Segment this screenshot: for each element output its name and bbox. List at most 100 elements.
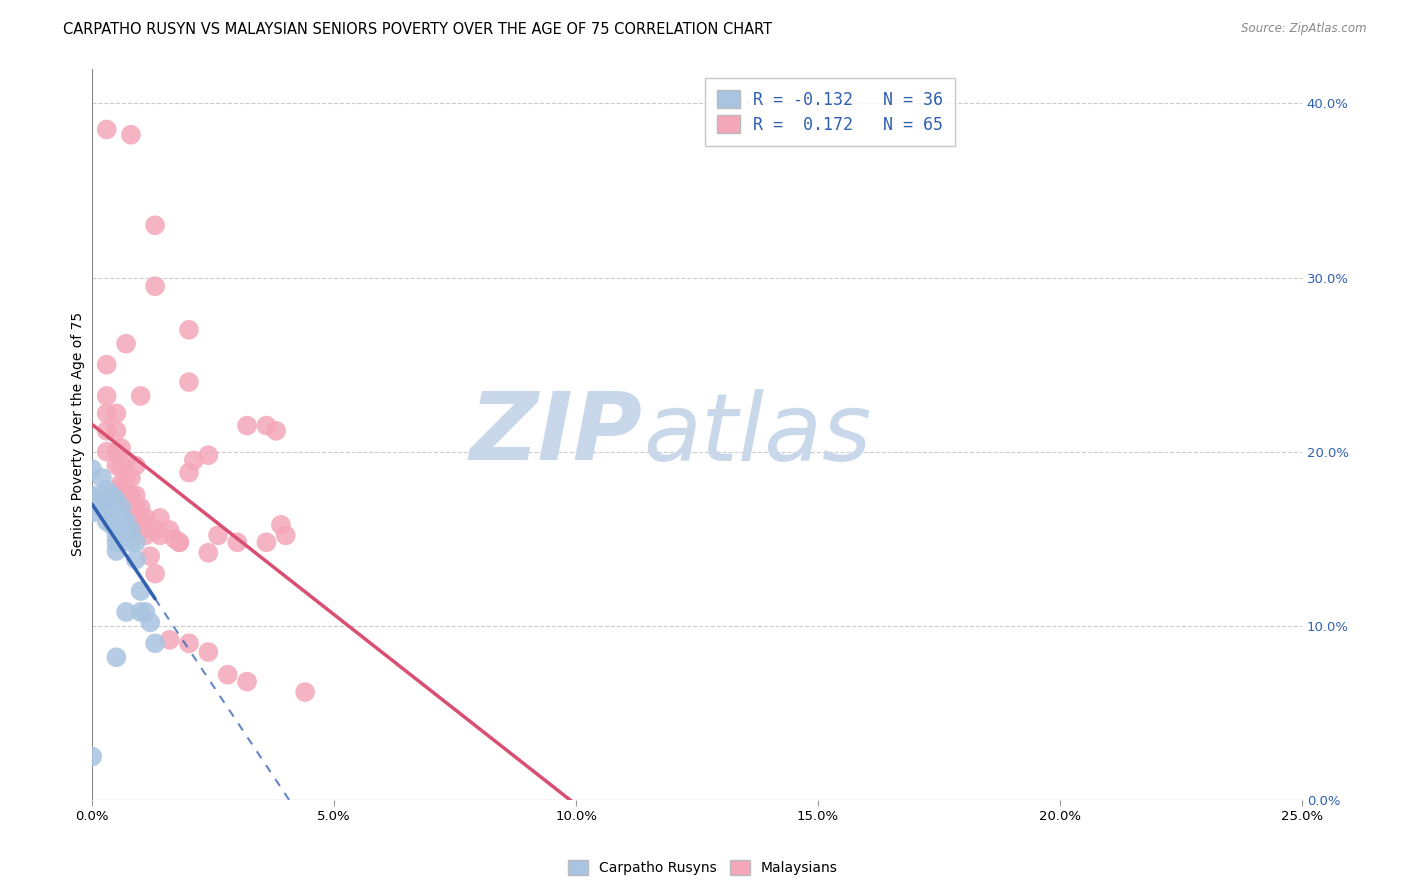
Point bbox=[125, 535, 148, 549]
Point bbox=[105, 458, 128, 473]
Point bbox=[100, 517, 122, 532]
Point bbox=[105, 493, 128, 508]
Point bbox=[143, 523, 166, 537]
Point bbox=[177, 466, 200, 480]
Point bbox=[105, 650, 128, 665]
Point bbox=[143, 636, 166, 650]
Point bbox=[159, 523, 181, 537]
Point bbox=[217, 667, 239, 681]
Point bbox=[105, 424, 128, 438]
Point bbox=[120, 523, 142, 537]
Point bbox=[125, 500, 148, 515]
Text: CARPATHO RUSYN VS MALAYSIAN SENIORS POVERTY OVER THE AGE OF 75 CORRELATION CHART: CARPATHO RUSYN VS MALAYSIAN SENIORS POVE… bbox=[63, 22, 772, 37]
Point bbox=[82, 506, 104, 520]
Point bbox=[100, 488, 122, 502]
Point bbox=[274, 528, 297, 542]
Point bbox=[120, 471, 142, 485]
Point bbox=[177, 636, 200, 650]
Point bbox=[115, 471, 138, 485]
Point bbox=[110, 511, 132, 525]
Point bbox=[100, 509, 122, 524]
Point bbox=[129, 389, 152, 403]
Point bbox=[105, 517, 128, 532]
Point bbox=[129, 523, 152, 537]
Point bbox=[96, 506, 118, 520]
Text: atlas: atlas bbox=[643, 389, 870, 480]
Point bbox=[236, 674, 259, 689]
Point bbox=[105, 444, 128, 458]
Point bbox=[90, 500, 112, 515]
Point bbox=[120, 488, 142, 502]
Point bbox=[254, 535, 277, 549]
Point bbox=[115, 336, 138, 351]
Point bbox=[169, 535, 191, 549]
Point bbox=[96, 122, 118, 136]
Point bbox=[110, 476, 132, 491]
Point bbox=[115, 515, 138, 529]
Point bbox=[100, 500, 122, 515]
Point bbox=[149, 528, 172, 542]
Text: Source: ZipAtlas.com: Source: ZipAtlas.com bbox=[1241, 22, 1367, 36]
Point bbox=[120, 128, 142, 142]
Point bbox=[115, 453, 138, 467]
Point bbox=[159, 632, 181, 647]
Point bbox=[134, 511, 156, 525]
Point bbox=[90, 488, 112, 502]
Point bbox=[90, 471, 112, 485]
Point bbox=[139, 615, 162, 630]
Point bbox=[177, 323, 200, 337]
Point bbox=[207, 528, 229, 542]
Point bbox=[96, 358, 118, 372]
Point bbox=[120, 500, 142, 515]
Point bbox=[105, 544, 128, 558]
Point bbox=[134, 528, 156, 542]
Point bbox=[129, 584, 152, 599]
Point bbox=[96, 444, 118, 458]
Point bbox=[105, 406, 128, 420]
Point bbox=[115, 523, 138, 537]
Point bbox=[110, 458, 132, 473]
Point bbox=[115, 605, 138, 619]
Point bbox=[96, 515, 118, 529]
Point bbox=[236, 418, 259, 433]
Point bbox=[143, 279, 166, 293]
Point bbox=[270, 517, 292, 532]
Point bbox=[110, 441, 132, 455]
Point bbox=[149, 511, 172, 525]
Point bbox=[139, 549, 162, 564]
Point bbox=[110, 500, 132, 515]
Text: ZIP: ZIP bbox=[470, 388, 643, 480]
Point bbox=[134, 517, 156, 532]
Point bbox=[82, 488, 104, 502]
Point bbox=[96, 493, 118, 508]
Point bbox=[82, 462, 104, 476]
Point bbox=[105, 528, 128, 542]
Y-axis label: Seniors Poverty Over the Age of 75: Seniors Poverty Over the Age of 75 bbox=[72, 312, 86, 557]
Point bbox=[96, 389, 118, 403]
Point bbox=[143, 219, 166, 233]
Point bbox=[169, 535, 191, 549]
Point bbox=[197, 546, 219, 560]
Point bbox=[105, 483, 128, 497]
Point bbox=[105, 506, 128, 520]
Point bbox=[96, 406, 118, 420]
Point bbox=[125, 511, 148, 525]
Point bbox=[129, 511, 152, 525]
Point bbox=[294, 685, 316, 699]
Point bbox=[134, 605, 156, 619]
Point bbox=[105, 535, 128, 549]
Point bbox=[125, 488, 148, 502]
Point bbox=[125, 552, 148, 566]
Point bbox=[125, 458, 148, 473]
Legend: Carpatho Rusyns, Malaysians: Carpatho Rusyns, Malaysians bbox=[562, 855, 844, 880]
Point bbox=[143, 566, 166, 581]
Point bbox=[177, 375, 200, 389]
Point bbox=[226, 535, 249, 549]
Legend: R = -0.132   N = 36, R =  0.172   N = 65: R = -0.132 N = 36, R = 0.172 N = 65 bbox=[704, 78, 955, 145]
Point bbox=[96, 493, 118, 508]
Point bbox=[163, 532, 186, 546]
Point bbox=[264, 424, 287, 438]
Point bbox=[115, 483, 138, 497]
Point bbox=[129, 500, 152, 515]
Point bbox=[96, 424, 118, 438]
